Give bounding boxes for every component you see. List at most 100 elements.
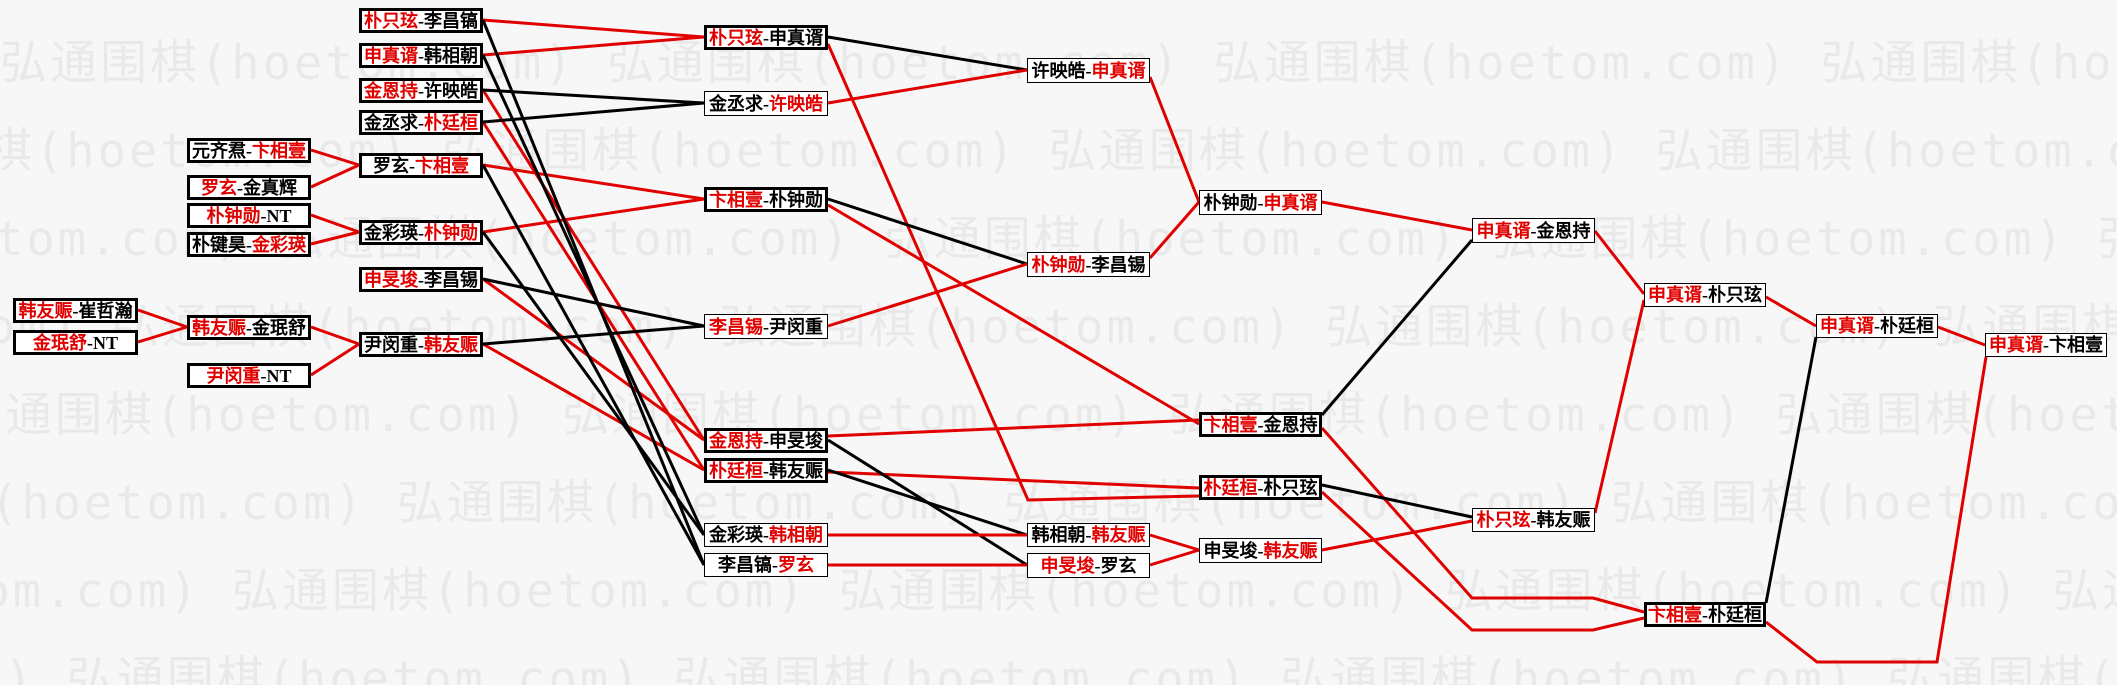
player-name: NT (92, 332, 118, 353)
player-name: 朴钟勋 (769, 189, 823, 210)
advance-line-black (1320, 239, 1474, 416)
name-separator: - (763, 316, 769, 337)
match-box-n18: 金丞求 - 许映皓 (704, 91, 828, 116)
player-name: 尹闵重 (206, 365, 261, 386)
match-box-n5: 朴钟勋 - NT (187, 203, 311, 228)
advance-line-red (482, 277, 705, 442)
player-name: 罗玄 (1100, 555, 1137, 576)
match-box-n1: 韩友赈 - 崔哲瀚 (13, 298, 138, 323)
name-separator: - (418, 10, 424, 31)
player-name: 金彩瑛 (252, 234, 306, 255)
name-separator: - (246, 140, 252, 161)
player-name: 韩友赈 (18, 300, 73, 321)
advance-line-red (1320, 427, 1645, 614)
advance-line-red (482, 35, 705, 57)
name-separator: - (763, 189, 769, 210)
advance-line-red (310, 213, 360, 234)
advance-line-red (481, 89, 706, 441)
match-box-n31: 朴廷桓 - 朴只玹 (1199, 475, 1322, 500)
player-name: 朴钟勋 (424, 222, 478, 243)
name-separator: - (1530, 220, 1537, 241)
name-separator: - (418, 269, 424, 290)
player-name: 金恩持 (709, 430, 763, 451)
match-box-n19: 卞相壹 - 朴钟勋 (704, 187, 828, 212)
player-name: 韩友赈 (1091, 525, 1146, 545)
player-name: 朴廷桓 (1203, 477, 1258, 498)
player-name: 朴廷桓 (424, 112, 478, 133)
player-name: 尹闵重 (769, 316, 823, 337)
player-name: NT (266, 365, 292, 386)
player-name: 申真谞 (1263, 192, 1318, 213)
player-name: 金真辉 (243, 177, 297, 198)
player-name: 申真谞 (364, 45, 418, 66)
player-name: 罗玄 (373, 155, 409, 176)
player-name: 卞相壹 (1203, 414, 1258, 435)
watermark-text: 弘通围棋(hoetom.com) 弘通围棋(hoetom.com) 弘通围棋(h… (0, 476, 2117, 531)
advance-line-red (310, 230, 360, 246)
advance-line-red (1149, 533, 1200, 552)
advance-line-black (482, 277, 705, 328)
watermark-text: 弘通围棋(hoetom.com) 弘通围棋(hoetom.com) 弘通围棋(h… (0, 124, 2117, 179)
advance-line-red (827, 470, 1200, 490)
name-separator: - (772, 555, 778, 575)
player-name: 金珉舒 (252, 317, 306, 338)
player-name: 卞相壹 (252, 140, 306, 161)
advance-line-red (482, 197, 705, 234)
advance-line-black (1764, 336, 1818, 604)
advance-line-black (827, 468, 1028, 537)
name-separator: - (409, 155, 415, 176)
match-box-n34: 朴只玹 - 韩友赈 (1472, 508, 1595, 532)
advance-line-black (482, 88, 705, 105)
player-name: 朴钟勋 (1031, 254, 1086, 275)
player-name: 韩友赈 (1263, 540, 1318, 561)
player-name: 金恩持 (1263, 414, 1318, 435)
player-name: 韩相朝 (769, 525, 823, 545)
match-box-n16: 尹闵重 - 韩友赈 (359, 332, 483, 357)
name-separator: - (1874, 316, 1880, 336)
player-name: 申真谞 (1476, 220, 1531, 241)
player-name: 朴只玹 (1708, 285, 1762, 305)
player-name: 卞相壹 (1648, 604, 1702, 625)
name-separator: - (418, 45, 424, 66)
advance-line-red (137, 325, 188, 344)
match-box-n7: 韩友赈 - 金珉舒 (187, 315, 311, 340)
player-name: 朴键昊 (192, 234, 246, 255)
player-name: 申真谞 (769, 27, 823, 48)
player-name: NT (266, 205, 292, 226)
player-name: 韩相朝 (424, 45, 478, 66)
match-box-n2: 金珉舒 - NT (13, 330, 138, 355)
player-name: 李昌锡 (1091, 254, 1146, 275)
match-box-n33: 申真谞 - 金恩持 (1472, 218, 1595, 243)
match-box-n28: 申旻埈 - 罗玄 (1027, 553, 1150, 578)
advance-line-red (1148, 76, 1201, 203)
player-name: 申真谞 (1091, 60, 1146, 81)
name-separator: - (86, 332, 93, 353)
match-box-n27: 韩相朝 - 韩友赈 (1027, 523, 1150, 547)
player-name: 金丞求 (364, 112, 418, 133)
advance-line-black (481, 231, 706, 536)
name-separator: - (1702, 604, 1708, 625)
advance-line-red (310, 163, 360, 189)
advance-line-red (1593, 299, 1646, 514)
advance-line-red (827, 203, 1200, 426)
match-box-n4: 罗玄 - 金真辉 (187, 175, 311, 200)
match-box-n37: 申真谞 - 朴廷桓 (1816, 314, 1938, 338)
player-name: 朴廷桓 (1708, 604, 1762, 625)
player-name: 金彩瑛 (709, 525, 763, 545)
player-name: 朴廷桓 (709, 460, 763, 481)
name-separator: - (1257, 540, 1264, 561)
name-separator: - (418, 112, 424, 133)
advance-line-red (482, 342, 705, 472)
watermark-text: 弘通围棋(hoetom.com) 弘通围棋(hoetom.com) 弘通围棋(h… (0, 388, 2117, 443)
match-box-n26: 朴钟勋 - 李昌锡 (1027, 252, 1150, 277)
player-name: 韩友赈 (192, 317, 246, 338)
name-separator: - (246, 317, 252, 338)
player-name: 韩友赈 (424, 334, 478, 355)
player-name: 韩相朝 (1031, 525, 1086, 545)
advance-line-red (310, 342, 360, 377)
name-separator: - (237, 177, 243, 198)
player-name: 金恩持 (364, 80, 418, 101)
match-box-n20: 李昌锡 - 尹闵重 (704, 314, 828, 339)
name-separator: - (1094, 555, 1101, 576)
